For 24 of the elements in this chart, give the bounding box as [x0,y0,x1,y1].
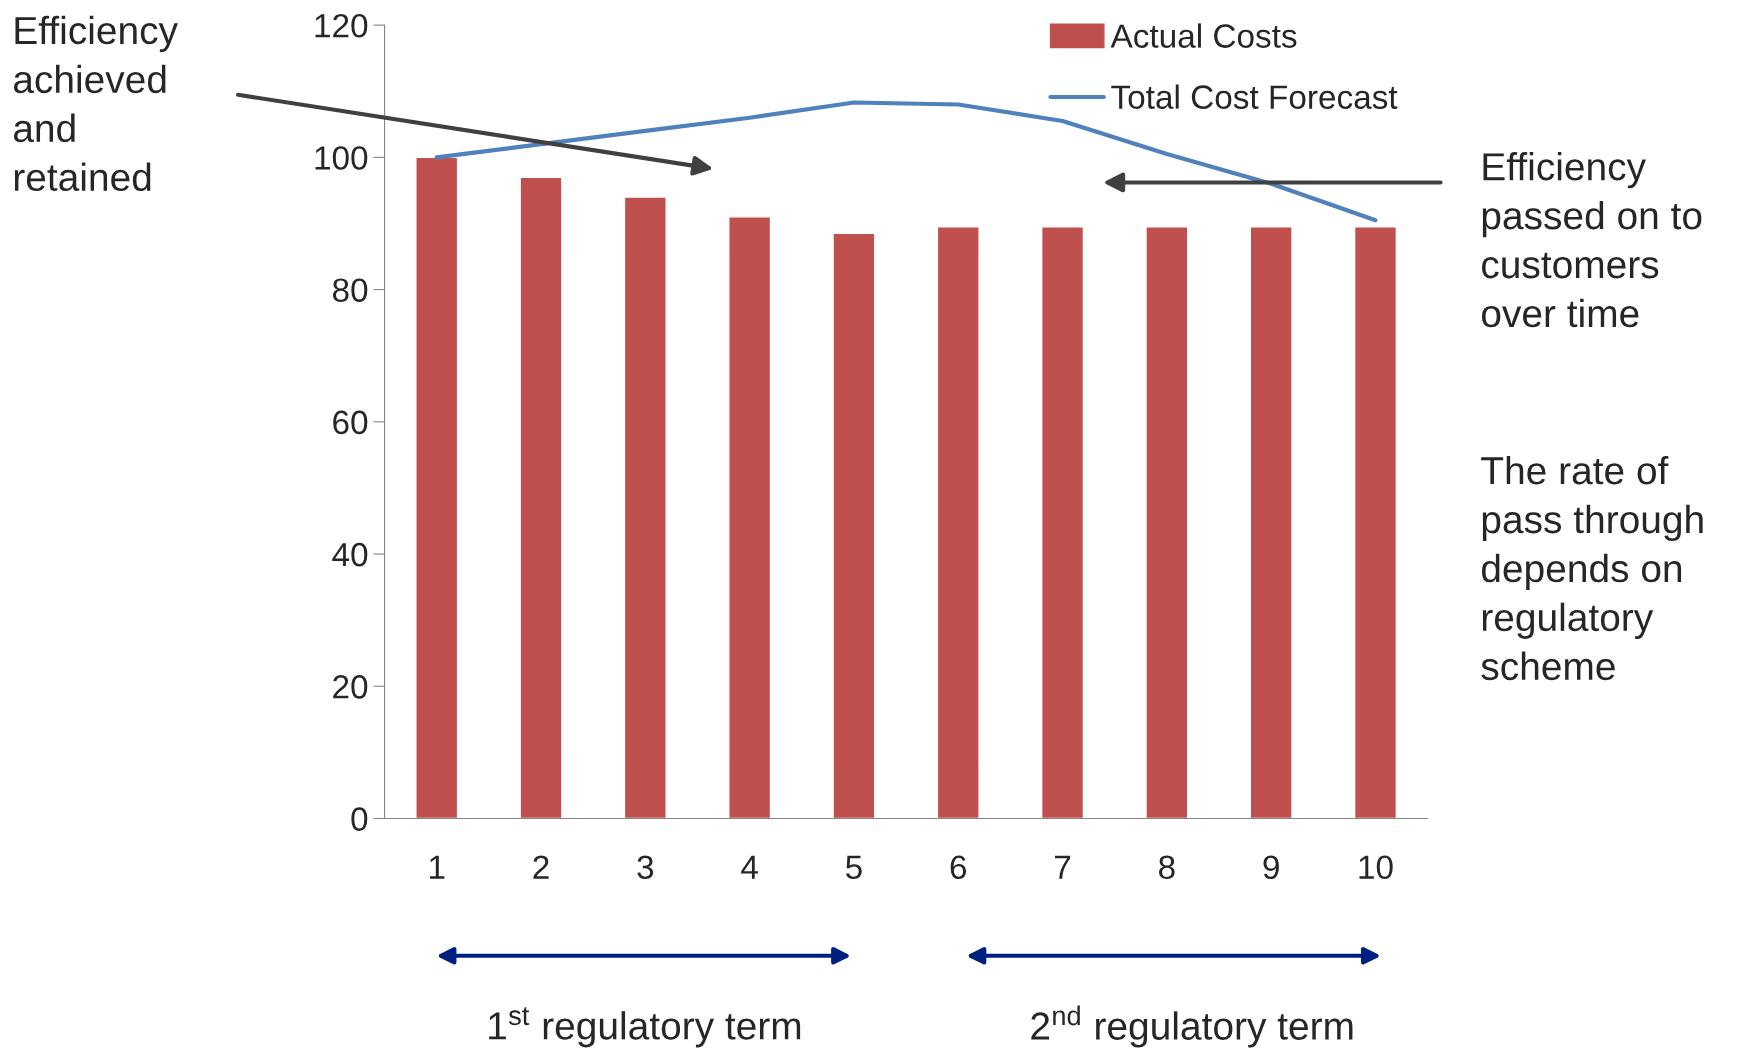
x-tick-label: 9 [1263,855,1279,880]
y-tick-label: 0 [351,807,368,831]
x-tick-label: 10 [1359,855,1393,880]
text: 1$^{st}$ regulatory term [489,1007,801,1048]
x-tick-label: 1 [429,855,445,879]
y-tick-label: 60 [333,410,368,435]
x-tick-label: 6 [950,855,967,880]
text: The rate of pass through depends on regulatory scheme [1481,455,1703,681]
text: Efficiency achieved and retained [13,15,178,192]
x-tick-label: 4 [741,855,758,879]
text: 2$^{nd}$ regulatory term [1031,1005,1353,1048]
y-tick-label: 40 [332,542,368,567]
text: Efficiency passed on to customers over time [1481,151,1702,328]
legend-label: Actual Costs [1110,23,1297,48]
y-tick-label: 80 [332,278,368,302]
y-tick-label: 100 [315,146,368,170]
x-tick-label: 2 [533,855,549,879]
y-tick-label: 20 [333,675,368,699]
y-tick-label: 120 [315,13,368,38]
x-tick-label: 7 [1055,855,1071,879]
x-tick-label: 8 [1159,855,1175,880]
legend-label: Total Cost Forecast [1111,84,1398,109]
x-tick-label: 3 [637,855,654,880]
x-tick-label: 5 [846,855,862,880]
